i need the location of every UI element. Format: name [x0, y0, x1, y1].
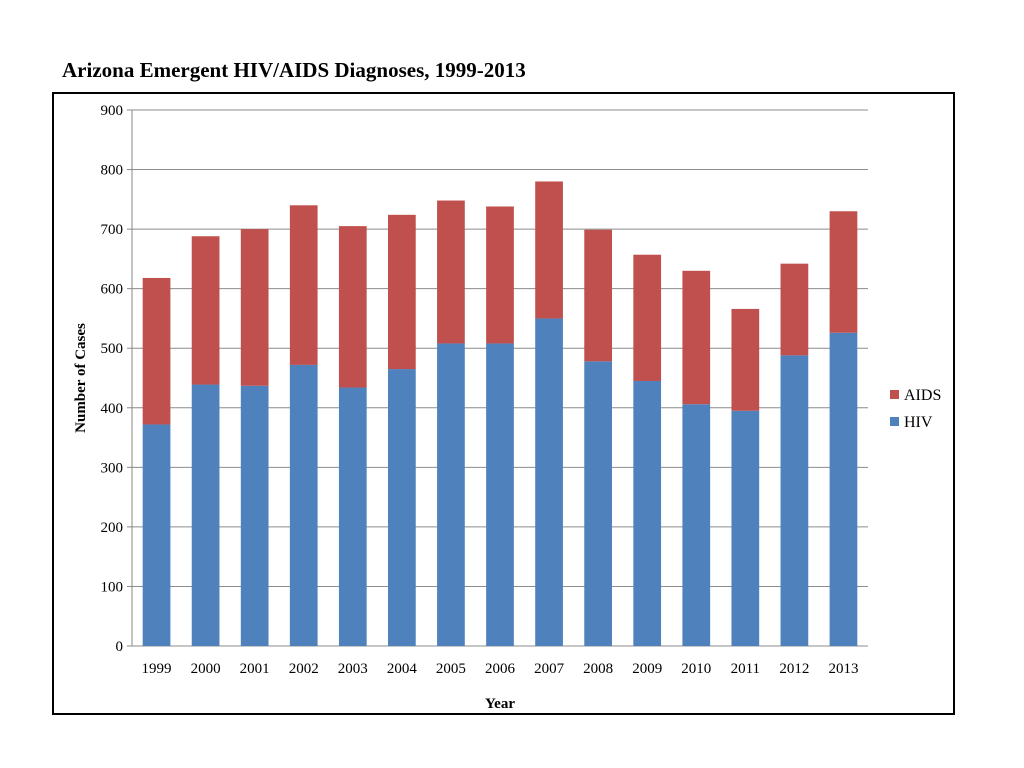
- bar-hiv-2000: [191, 384, 220, 646]
- bar-hiv-2003: [338, 387, 367, 646]
- stacked-bar-chart: 0 100 200 300 400 500 600 700 800 900 1999 2000 200…: [73, 103, 941, 712]
- x-tick-label: 2005: [436, 661, 466, 677]
- bar-hiv-2005: [437, 343, 465, 646]
- x-tick-label: 2000: [191, 661, 221, 677]
- x-tick-label: 2002: [289, 661, 319, 677]
- x-tick-label: 2006: [485, 661, 516, 677]
- bar-aids-1999: [142, 277, 171, 425]
- bar-aids-2004: [388, 214, 416, 370]
- y-tick-label: 600: [101, 282, 124, 298]
- x-tick-labels: 1999 2000 2001 2002 2003 2004 2005 2006 2007 2008…: [142, 661, 859, 677]
- bar-aids-2000: [191, 236, 220, 385]
- x-axis-title: Year: [485, 696, 515, 712]
- x-tick-label: 2003: [338, 661, 368, 677]
- bar-aids-2001: [240, 229, 269, 386]
- bar-hiv-2008: [584, 361, 612, 646]
- legend-label-aids: AIDS: [904, 387, 941, 404]
- y-tick-label: 900: [101, 103, 124, 119]
- bar-hiv-2002: [289, 364, 318, 646]
- legend: AIDS HIV: [890, 387, 941, 431]
- legend-swatch-hiv: [890, 417, 899, 426]
- page-title: Arizona Emergent HIV/AIDS Diagnoses, 199…: [62, 58, 526, 82]
- bar-aids-2010: [682, 270, 711, 405]
- bar-hiv-2011: [731, 410, 760, 646]
- y-tick-label: 300: [101, 460, 124, 476]
- bar-hiv-2006: [486, 343, 514, 646]
- y-tick-label: 800: [101, 163, 124, 179]
- x-tick-label: 2001: [240, 661, 270, 677]
- bar-aids-2008: [584, 229, 612, 362]
- bar-aids-2011: [731, 308, 760, 411]
- y-tick-label: 100: [101, 579, 124, 595]
- legend-swatch-aids: [890, 390, 899, 399]
- x-tick-label: 2007: [534, 661, 565, 677]
- bar-aids-2003: [338, 226, 367, 388]
- bar-hiv-2009: [633, 380, 662, 646]
- bar-hiv-1999: [142, 424, 171, 646]
- x-tick-label: 2013: [828, 661, 858, 677]
- y-tick-label: 500: [101, 341, 124, 357]
- x-tick-label: 2010: [681, 661, 711, 677]
- y-tick-label: 200: [101, 520, 124, 536]
- bars: [142, 181, 858, 646]
- x-tick-label: 2012: [779, 661, 809, 677]
- x-tick-label: 1999: [142, 661, 172, 677]
- x-tick-label: 2009: [632, 661, 662, 677]
- bar-hiv-2010: [682, 404, 711, 646]
- bar-aids-2013: [829, 211, 858, 333]
- y-tick-label: 400: [101, 401, 124, 417]
- y-tick-labels: 0 100 200 300 400 500 600 700 800 900: [101, 103, 124, 655]
- legend-label-hiv: HIV: [904, 414, 933, 431]
- bar-aids-2007: [535, 181, 563, 319]
- x-tick-label: 2004: [387, 661, 418, 677]
- bar-hiv-2004: [388, 369, 416, 646]
- bar-aids-2012: [780, 263, 809, 356]
- x-tick-label: 2011: [731, 661, 760, 677]
- bar-hiv-2001: [240, 385, 269, 646]
- chart-frame: 0 100 200 300 400 500 600 700 800 900 1999 2000 200…: [52, 92, 955, 715]
- bar-hiv-2012: [780, 355, 809, 646]
- bar-hiv-2013: [829, 332, 858, 646]
- bar-aids-2005: [437, 200, 465, 344]
- bar-aids-2002: [289, 205, 318, 365]
- bar-aids-2009: [633, 254, 662, 381]
- y-tick-label: 0: [116, 639, 124, 655]
- y-tick-label: 700: [101, 222, 124, 238]
- x-tick-label: 2008: [583, 661, 613, 677]
- bar-aids-2006: [486, 206, 514, 344]
- y-axis-title: Number of Cases: [73, 323, 89, 433]
- bar-hiv-2007: [535, 318, 563, 646]
